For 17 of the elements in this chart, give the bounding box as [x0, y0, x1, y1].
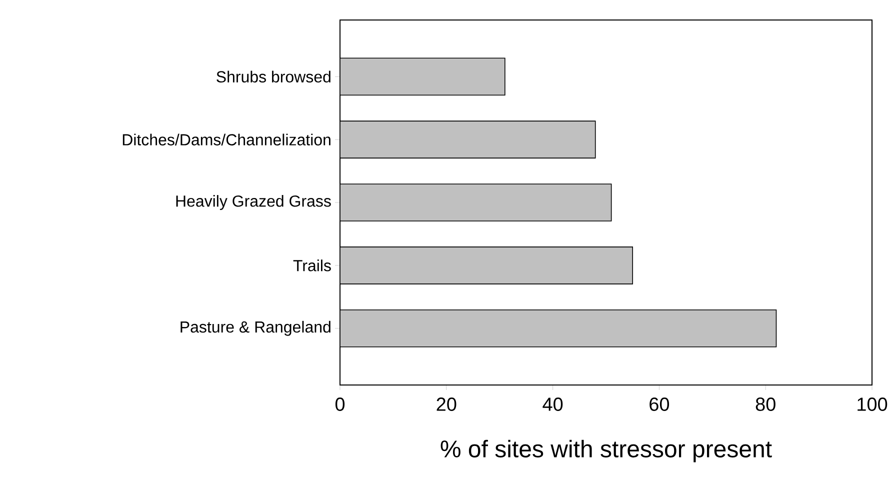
bar [340, 246, 634, 284]
x-tick-label: 60 [650, 398, 670, 411]
bar [340, 309, 777, 348]
bar [340, 184, 612, 222]
y-tick-label: Heavily Grazed Grass [176, 195, 331, 210]
x-axis-title: % of sites with stressor present [440, 440, 772, 462]
x-tick-label: 40 [542, 398, 563, 411]
y-tick-label: Ditches/Dams/Channelization [122, 134, 330, 146]
x-tick-label: 0 [335, 398, 345, 411]
bar [340, 58, 506, 96]
x-tick-label: 80 [756, 398, 776, 411]
y-tick-label: Pasture & Rangeland [180, 320, 330, 336]
x-tick-label: 100 [858, 398, 888, 411]
x-tick-label: 20 [436, 398, 456, 411]
bar [340, 120, 596, 158]
y-tick-label: Shrubs browsed [216, 70, 330, 83]
y-tick-label: Trails [293, 260, 331, 272]
